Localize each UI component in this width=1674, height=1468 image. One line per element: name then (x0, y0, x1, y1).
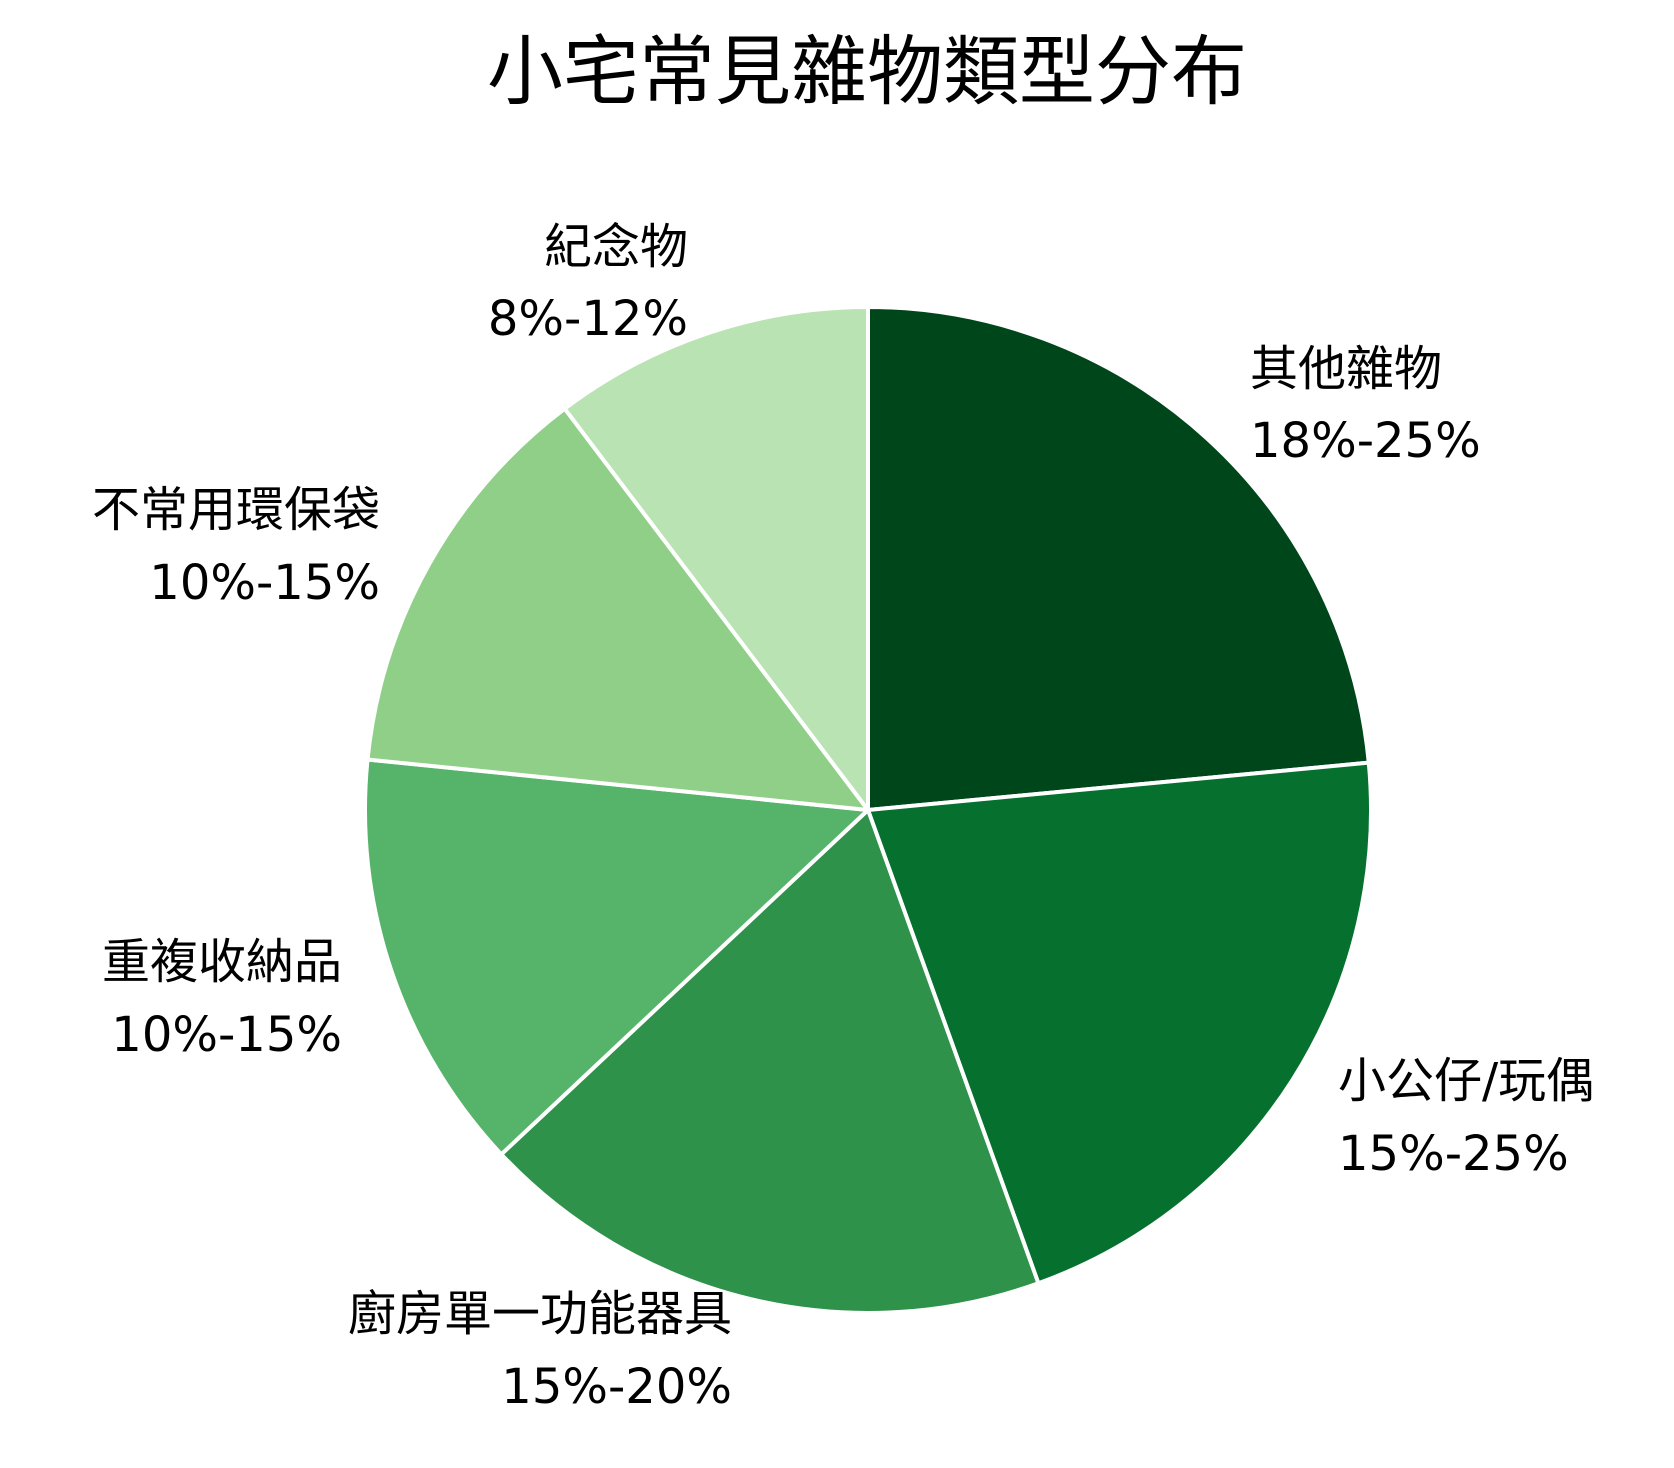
slice-label: 廚房單一功能器具 (348, 1286, 732, 1342)
pie-slice (363, 757, 870, 1157)
pie-slice (365, 406, 870, 812)
slice-range-label: 10%-15% (149, 555, 380, 611)
slice-range-label: 10%-15% (111, 1007, 342, 1063)
slice-label: 小公仔/玩偶 (1338, 1053, 1594, 1109)
slice-label: 不常用環保袋 (92, 482, 380, 538)
slice-label: 其他雜物 (1250, 341, 1442, 397)
chart-title: 小宅常見雜物類型分布 (487, 27, 1247, 116)
pie-slice (866, 760, 1373, 1286)
slice-range-label: 15%-25% (1338, 1126, 1569, 1182)
pie-slices (363, 305, 1373, 1315)
slice-range-label: 18%-25% (1250, 413, 1481, 469)
slice-label: 重複收納品 (102, 934, 342, 990)
slice-range-label: 15%-20% (501, 1359, 732, 1415)
slice-label: 紀念物 (544, 219, 688, 275)
slice-range-label: 8%-12% (488, 291, 688, 347)
pie-slice (499, 808, 1041, 1315)
pie-slice (562, 305, 870, 812)
pie-slice (866, 305, 1371, 812)
pie-labels: 其他雜物 18%-25% 小公仔/玩偶 15%-25% 廚房單一功能器具 15%-20% 重… (92, 219, 1594, 1415)
